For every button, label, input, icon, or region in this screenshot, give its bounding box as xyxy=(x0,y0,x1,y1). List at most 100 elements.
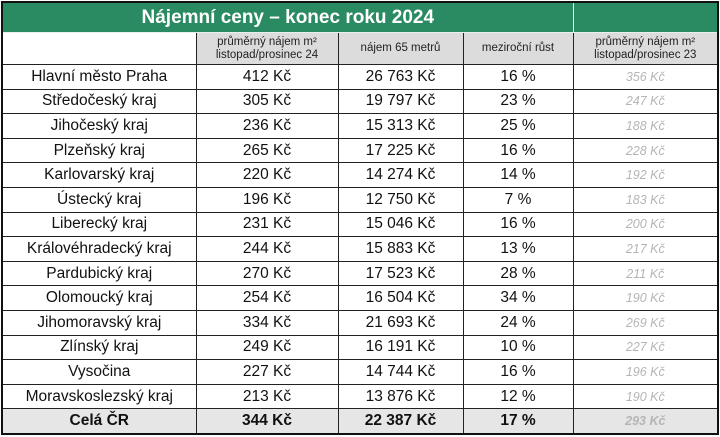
rent-per-m2-2024: 213 Kč xyxy=(195,383,339,410)
table-row: Jihomoravský kraj 334 Kč 21 693 Kč 24 % 269 … xyxy=(1,309,719,336)
table-row: Karlovarský kraj 220 Kč 14 274 Kč 14 % 192 K… xyxy=(1,162,719,188)
yoy-growth: 28 % xyxy=(462,260,574,287)
region-name: Vysočina xyxy=(1,359,197,385)
rent-65m2: 14 274 Kč xyxy=(337,162,464,188)
table-row: Olomoucký kraj 254 Kč 16 504 Kč 34 % 190 Kč xyxy=(1,285,719,311)
rent-per-m2-2023: 188 Kč xyxy=(572,113,719,139)
rent-per-m2-2023: 247 Kč xyxy=(572,88,719,115)
table-row: Liberecký kraj 231 Kč 15 046 Kč 16 % 200 Kč xyxy=(1,211,719,238)
region-name: Jihočeský kraj xyxy=(1,113,197,139)
rent-65m2: 15 313 Kč xyxy=(337,113,464,139)
yoy-growth: 34 % xyxy=(462,285,574,311)
table-row: Ústecký kraj 196 Kč 12 750 Kč 7 % 183 Kč xyxy=(1,186,719,213)
rent-65m2: 22 387 Kč xyxy=(337,408,464,435)
rent-per-m2-2024: 231 Kč xyxy=(195,211,339,238)
rent-per-m2-2024: 244 Kč xyxy=(195,236,339,262)
column-header: nájem 65 metrů xyxy=(337,32,464,65)
yoy-growth: 13 % xyxy=(462,236,574,262)
yoy-growth: 16 % xyxy=(462,359,574,385)
region-name: Moravskoslezský kraj xyxy=(1,383,197,410)
region-name: Karlovarský kraj xyxy=(1,162,197,188)
rent-per-m2-2023: 228 Kč xyxy=(572,137,719,164)
title-empty-cell xyxy=(572,1,719,33)
header-row: průměrný nájem m² listopad/prosinec 24 ná… xyxy=(1,32,719,65)
rent-per-m2-2024: 196 Kč xyxy=(195,186,339,213)
table-row: Středočeský kraj 305 Kč 19 797 Kč 23 % 247 K… xyxy=(1,88,719,115)
table-row: Hlavní město Praha 412 Kč 26 763 Kč 16 % 356… xyxy=(1,64,719,90)
table-row: Plzeňský kraj 265 Kč 17 225 Kč 16 % 228 Kč xyxy=(1,137,719,164)
rent-65m2: 12 750 Kč xyxy=(337,186,464,213)
rent-65m2: 14 744 Kč xyxy=(337,359,464,385)
rent-per-m2-2023: 211 Kč xyxy=(572,260,719,287)
rent-per-m2-2024: 412 Kč xyxy=(195,64,339,90)
region-name: Liberecký kraj xyxy=(1,211,197,238)
column-header: průměrný nájem m² listopad/prosinec 24 xyxy=(195,32,339,65)
region-name: Pardubický kraj xyxy=(1,260,197,287)
yoy-growth: 24 % xyxy=(462,309,574,336)
rent-per-m2-2024: 236 Kč xyxy=(195,113,339,139)
table-row: Vysočina 227 Kč 14 744 Kč 16 % 196 Kč xyxy=(1,359,719,385)
column-header: meziroční růst xyxy=(462,32,574,65)
table-row: Královéhradecký kraj 244 Kč 15 883 Kč 13 % 2… xyxy=(1,236,719,262)
region-name: Královéhradecký kraj xyxy=(1,236,197,262)
rent-per-m2-2024: 270 Kč xyxy=(195,260,339,287)
rent-65m2: 17 225 Kč xyxy=(337,137,464,164)
rent-per-m2-2023: 293 Kč xyxy=(572,408,719,435)
rent-per-m2-2024: 254 Kč xyxy=(195,285,339,311)
rent-per-m2-2024: 344 Kč xyxy=(195,408,339,435)
rent-per-m2-2023: 192 Kč xyxy=(572,162,719,188)
region-name: Olomoucký kraj xyxy=(1,285,197,311)
rent-per-m2-2024: 305 Kč xyxy=(195,88,339,115)
yoy-growth: 16 % xyxy=(462,211,574,238)
rent-65m2: 19 797 Kč xyxy=(337,88,464,115)
rent-65m2: 15 046 Kč xyxy=(337,211,464,238)
region-name: Ústecký kraj xyxy=(1,186,197,213)
rent-per-m2-2023: 183 Kč xyxy=(572,186,719,213)
rent-per-m2-2023: 217 Kč xyxy=(572,236,719,262)
region-name: Zlínský kraj xyxy=(1,334,197,361)
table-row: Pardubický kraj 270 Kč 17 523 Kč 28 % 211 Kč xyxy=(1,260,719,287)
region-name: Jihomoravský kraj xyxy=(1,309,197,336)
yoy-growth: 10 % xyxy=(462,334,574,361)
yoy-growth: 14 % xyxy=(462,162,574,188)
rent-per-m2-2023: 190 Kč xyxy=(572,285,719,311)
rent-65m2: 26 763 Kč xyxy=(337,64,464,90)
rent-65m2: 17 523 Kč xyxy=(337,260,464,287)
rent-per-m2-2023: 227 Kč xyxy=(572,334,719,361)
region-name: Plzeňský kraj xyxy=(1,137,197,164)
rent-per-m2-2024: 334 Kč xyxy=(195,309,339,336)
yoy-growth: 7 % xyxy=(462,186,574,213)
column-header xyxy=(1,32,197,65)
rent-65m2: 13 876 Kč xyxy=(337,383,464,410)
rent-per-m2-2023: 356 Kč xyxy=(572,64,719,90)
yoy-growth: 16 % xyxy=(462,137,574,164)
rent-per-m2-2024: 220 Kč xyxy=(195,162,339,188)
table-title: Nájemní ceny – konec roku 2024 xyxy=(1,1,574,33)
region-name: Celá ČR xyxy=(1,408,197,435)
rent-65m2: 16 504 Kč xyxy=(337,285,464,311)
rent-per-m2-2024: 227 Kč xyxy=(195,359,339,385)
rent-per-m2-2023: 200 Kč xyxy=(572,211,719,238)
table-row: Moravskoslezský kraj 213 Kč 13 876 Kč 12 % 1… xyxy=(1,383,719,410)
rent-per-m2-2024: 249 Kč xyxy=(195,334,339,361)
yoy-growth: 12 % xyxy=(462,383,574,410)
rent-per-m2-2023: 269 Kč xyxy=(572,309,719,336)
region-name: Hlavní město Praha xyxy=(1,64,197,90)
rent-per-m2-2023: 190 Kč xyxy=(572,383,719,410)
rent-65m2: 21 693 Kč xyxy=(337,309,464,336)
rent-65m2: 15 883 Kč xyxy=(337,236,464,262)
column-header: průměrný nájem m² listopad/prosinec 23 xyxy=(572,32,719,65)
title-row: Nájemní ceny – konec roku 2024 xyxy=(1,1,719,33)
table-row: Jihočeský kraj 236 Kč 15 313 Kč 25 % 188 Kč xyxy=(1,113,719,139)
rent-per-m2-2024: 265 Kč xyxy=(195,137,339,164)
table-row: Zlínský kraj 249 Kč 16 191 Kč 10 % 227 Kč xyxy=(1,334,719,361)
rent-per-m2-2023: 196 Kč xyxy=(572,359,719,385)
yoy-growth: 16 % xyxy=(462,64,574,90)
yoy-growth: 17 % xyxy=(462,408,574,435)
rent-65m2: 16 191 Kč xyxy=(337,334,464,361)
yoy-growth: 23 % xyxy=(462,88,574,115)
total-row: Celá ČR 344 Kč 22 387 Kč 17 % 293 Kč xyxy=(1,408,719,435)
yoy-growth: 25 % xyxy=(462,113,574,139)
region-name: Středočeský kraj xyxy=(1,88,197,115)
